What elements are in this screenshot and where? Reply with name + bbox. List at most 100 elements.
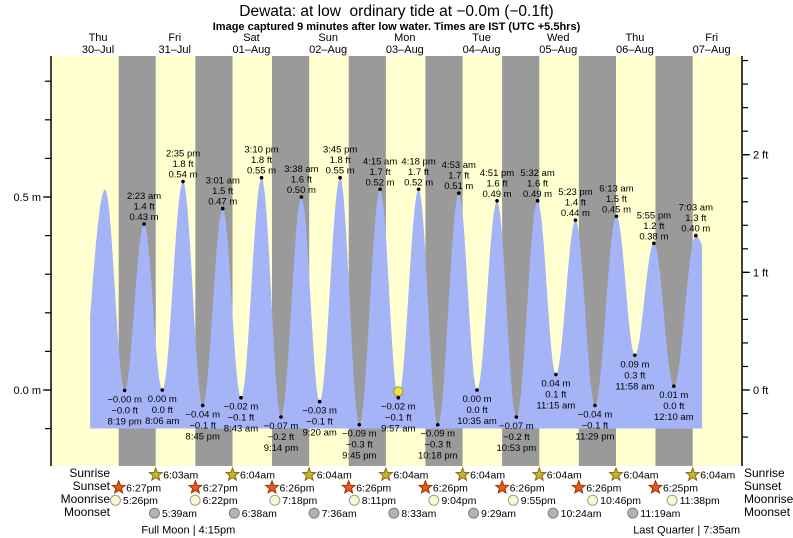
- low-label-m: 0.04 m: [541, 379, 570, 390]
- low-label-ft: −0.0 ft: [111, 405, 138, 416]
- moonrise-icon: [428, 494, 440, 506]
- low-label-ft: 0.0 ft: [152, 405, 173, 416]
- high-tide-dot: [259, 175, 264, 180]
- left-axis-label: 0.5 m: [13, 192, 41, 204]
- moonrise-icon: [269, 494, 281, 506]
- high-label-time: 3:10 pm: [244, 145, 278, 156]
- high-label-m: 0.54 m: [168, 170, 197, 181]
- low-label-time: 9:20 am: [302, 428, 336, 439]
- low-tide-dot: [435, 422, 440, 427]
- sunrise-icon: [148, 466, 164, 482]
- low-label-m: −0.02 m: [381, 402, 416, 413]
- moonrise-time: 9:04pm: [441, 495, 476, 507]
- sunset-row-label-right: Sunset: [744, 479, 782, 493]
- high-label-ft: 1.6 ft: [527, 178, 548, 189]
- sunset-time: 6:27pm: [126, 482, 161, 494]
- low-label-ft: −0.1 ft: [385, 413, 412, 424]
- sunrise-time: 6:03am: [163, 470, 198, 482]
- sunset-time: 6:25pm: [663, 482, 698, 494]
- sunrise-row-label-right: Sunrise: [744, 466, 785, 480]
- low-label-m: 0.09 m: [620, 359, 649, 370]
- low-tide-dot: [317, 399, 322, 404]
- sunset-icon: [571, 479, 587, 495]
- sunrise-icon: [454, 466, 471, 482]
- moonset-icon: [148, 507, 160, 519]
- high-label-m: 0.52 m: [404, 177, 433, 188]
- high-label-ft: 1.3 ft: [685, 213, 706, 224]
- low-tide-dot: [279, 415, 283, 419]
- high-label-time: 7:03 am: [679, 203, 713, 214]
- low-tide-dot: [593, 403, 597, 408]
- high-label-time: 4:51 pm: [480, 168, 514, 179]
- moonrise-time: 9:55pm: [521, 495, 556, 507]
- high-label-ft: 1.4 ft: [133, 202, 154, 213]
- low-label-m: 0.00 m: [148, 394, 177, 405]
- moonset-time: 9:29am: [481, 508, 516, 520]
- moonrise-icon: [189, 494, 201, 506]
- high-label-m: 0.43 m: [129, 212, 158, 223]
- low-tide-dot: [200, 403, 205, 408]
- high-tide-dot: [614, 214, 619, 219]
- high-label-m: 0.49 m: [483, 189, 512, 200]
- low-label-ft: 0.1 ft: [545, 390, 566, 401]
- sunset-time: 6:26pm: [510, 482, 545, 494]
- moonrise-time: 8:11pm: [362, 495, 396, 507]
- low-label-ft: −0.1 ft: [189, 420, 216, 431]
- moonset-time: 5:39am: [162, 508, 197, 520]
- low-tide-dot: [475, 388, 479, 392]
- moonrise-time: 6:22pm: [203, 495, 238, 507]
- day-date-label: 01–Aug: [232, 44, 270, 56]
- high-label-ft: 1.6 ft: [486, 178, 507, 189]
- day-weekday-label: Mon: [394, 32, 415, 44]
- low-tide-dot: [633, 353, 637, 358]
- low-label-ft: −0.3 ft: [424, 440, 451, 451]
- low-label-m: −0.03 m: [302, 406, 337, 417]
- day-weekday-label: Thu: [89, 32, 108, 44]
- high-label-m: 0.40 m: [681, 224, 710, 235]
- sunrise-time: 6:04am: [700, 470, 735, 482]
- moonset-icon: [547, 507, 559, 519]
- sunrise-icon: [531, 466, 548, 482]
- moonrise-icon: [666, 494, 678, 506]
- low-label-m: −0.00 m: [107, 394, 142, 405]
- low-label-time: 8:45 pm: [186, 431, 220, 442]
- low-label-time: 10:53 pm: [497, 443, 537, 454]
- low-label-m: −0.09 m: [342, 429, 377, 440]
- high-label-time: 6:13 am: [599, 183, 633, 194]
- right-axis-label: 2 ft: [753, 150, 768, 162]
- day-date-label: 04–Aug: [463, 44, 501, 56]
- low-label-m: −0.07 m: [264, 421, 299, 432]
- moonset-time: 10:24am: [561, 508, 602, 520]
- high-label-time: 5:32 am: [520, 168, 554, 179]
- low-label-time: 8:06 am: [145, 416, 179, 427]
- low-label-ft: −0.1 ft: [306, 417, 333, 428]
- high-label-ft: 1.6 ft: [291, 175, 312, 186]
- sunrise-icon: [378, 466, 394, 482]
- moonset-time: 7:36am: [322, 508, 357, 520]
- low-tide-dot: [239, 395, 243, 400]
- high-label-m: 0.45 m: [602, 204, 631, 215]
- low-label-time: 11:29 pm: [575, 431, 614, 442]
- sunrise-time: 6:04am: [240, 470, 275, 482]
- day-weekday-label: Sun: [318, 32, 338, 44]
- chart-subtitle: Image captured 9 minutes after low water…: [212, 21, 581, 33]
- sunset-row-label-left: Sunset: [72, 479, 110, 493]
- moonset-time: 6:38am: [242, 508, 277, 520]
- high-label-ft: 1.7 ft: [370, 167, 391, 178]
- high-label-m: 0.38 m: [639, 231, 668, 242]
- moon-phase-label: Full Moon | 4:15pm: [141, 525, 235, 537]
- high-tide-dot: [220, 206, 225, 211]
- moonrise-time: 11:38pm: [680, 495, 720, 507]
- day-date-label: 06–Aug: [616, 44, 654, 56]
- high-label-time: 4:15 am: [363, 156, 397, 167]
- day-weekday-label: Wed: [547, 32, 569, 44]
- high-tide-dot: [535, 199, 540, 203]
- low-label-time: 9:45 pm: [342, 451, 376, 462]
- high-tide-dot: [457, 191, 461, 195]
- moonrise-icon: [507, 494, 519, 506]
- sunset-icon: [340, 479, 357, 495]
- high-tide-dot: [299, 195, 304, 199]
- high-tide-dot: [142, 222, 146, 226]
